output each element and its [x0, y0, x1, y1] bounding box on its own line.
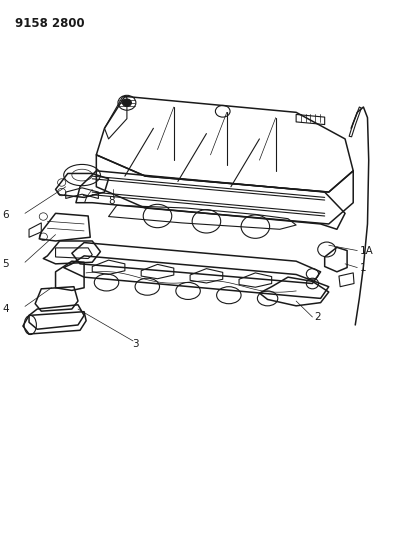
Ellipse shape	[122, 99, 132, 107]
Text: 9158 2800: 9158 2800	[15, 17, 84, 30]
Text: 5: 5	[2, 260, 9, 269]
Text: 4: 4	[2, 304, 9, 314]
Text: 6: 6	[2, 211, 9, 221]
Text: 1A: 1A	[359, 246, 373, 255]
Text: 2: 2	[314, 312, 321, 322]
Text: 8: 8	[109, 196, 115, 206]
Text: 7: 7	[81, 195, 88, 205]
Text: 1: 1	[359, 263, 366, 272]
Text: 3: 3	[132, 338, 139, 349]
